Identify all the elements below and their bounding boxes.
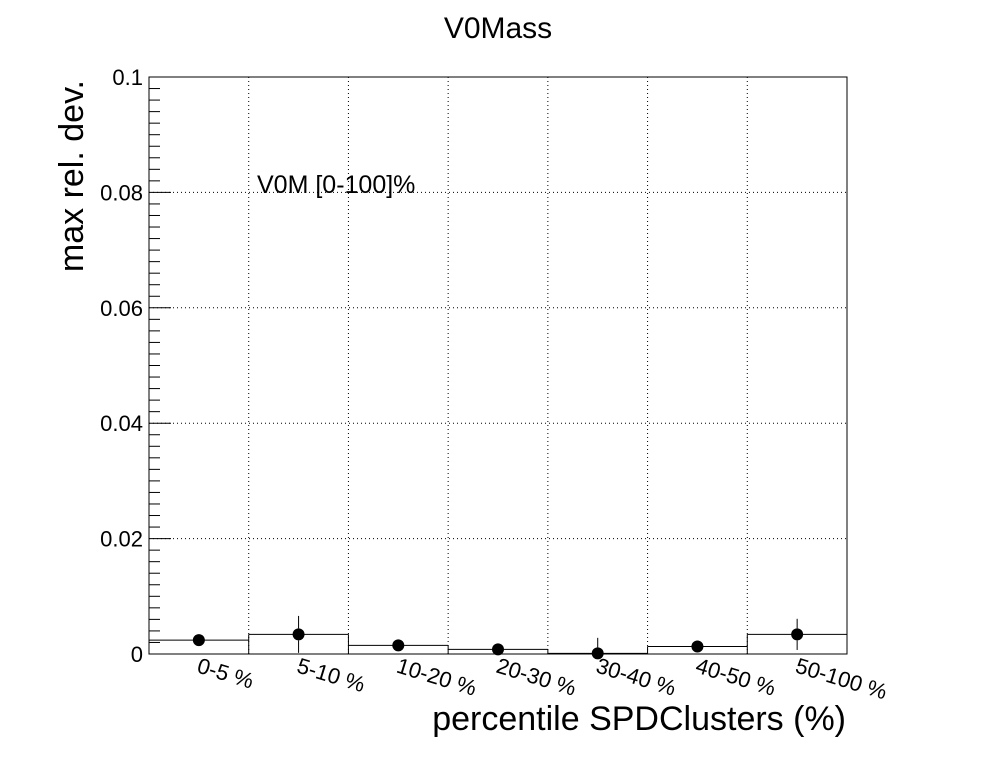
data-point [392,639,405,652]
data-point [292,628,305,641]
y-tick-label: 0.02 [100,527,143,552]
grid [149,77,847,654]
y-tick-label: 0 [131,642,143,667]
data-point [691,640,704,653]
data-point [492,643,504,656]
data-points [192,615,804,660]
data-point [791,628,804,641]
x-axis-label: percentile SPDClusters (%) [432,700,846,738]
y-tick-label: 0.06 [100,296,143,321]
data-point [192,634,205,647]
y-tick-label: 0.1 [112,65,143,90]
y-tick-label: 0.08 [100,180,143,205]
y-axis-label: max rel. dev. [53,80,91,272]
annotation-label: V0M [0-100]% [257,171,415,199]
y-axis: 0 0.02 0.04 0.06 0.08 0.1 [100,65,171,667]
y-tick-label: 0.04 [100,411,143,436]
data-point [591,647,604,660]
chart-title: V0Mass [444,12,552,45]
